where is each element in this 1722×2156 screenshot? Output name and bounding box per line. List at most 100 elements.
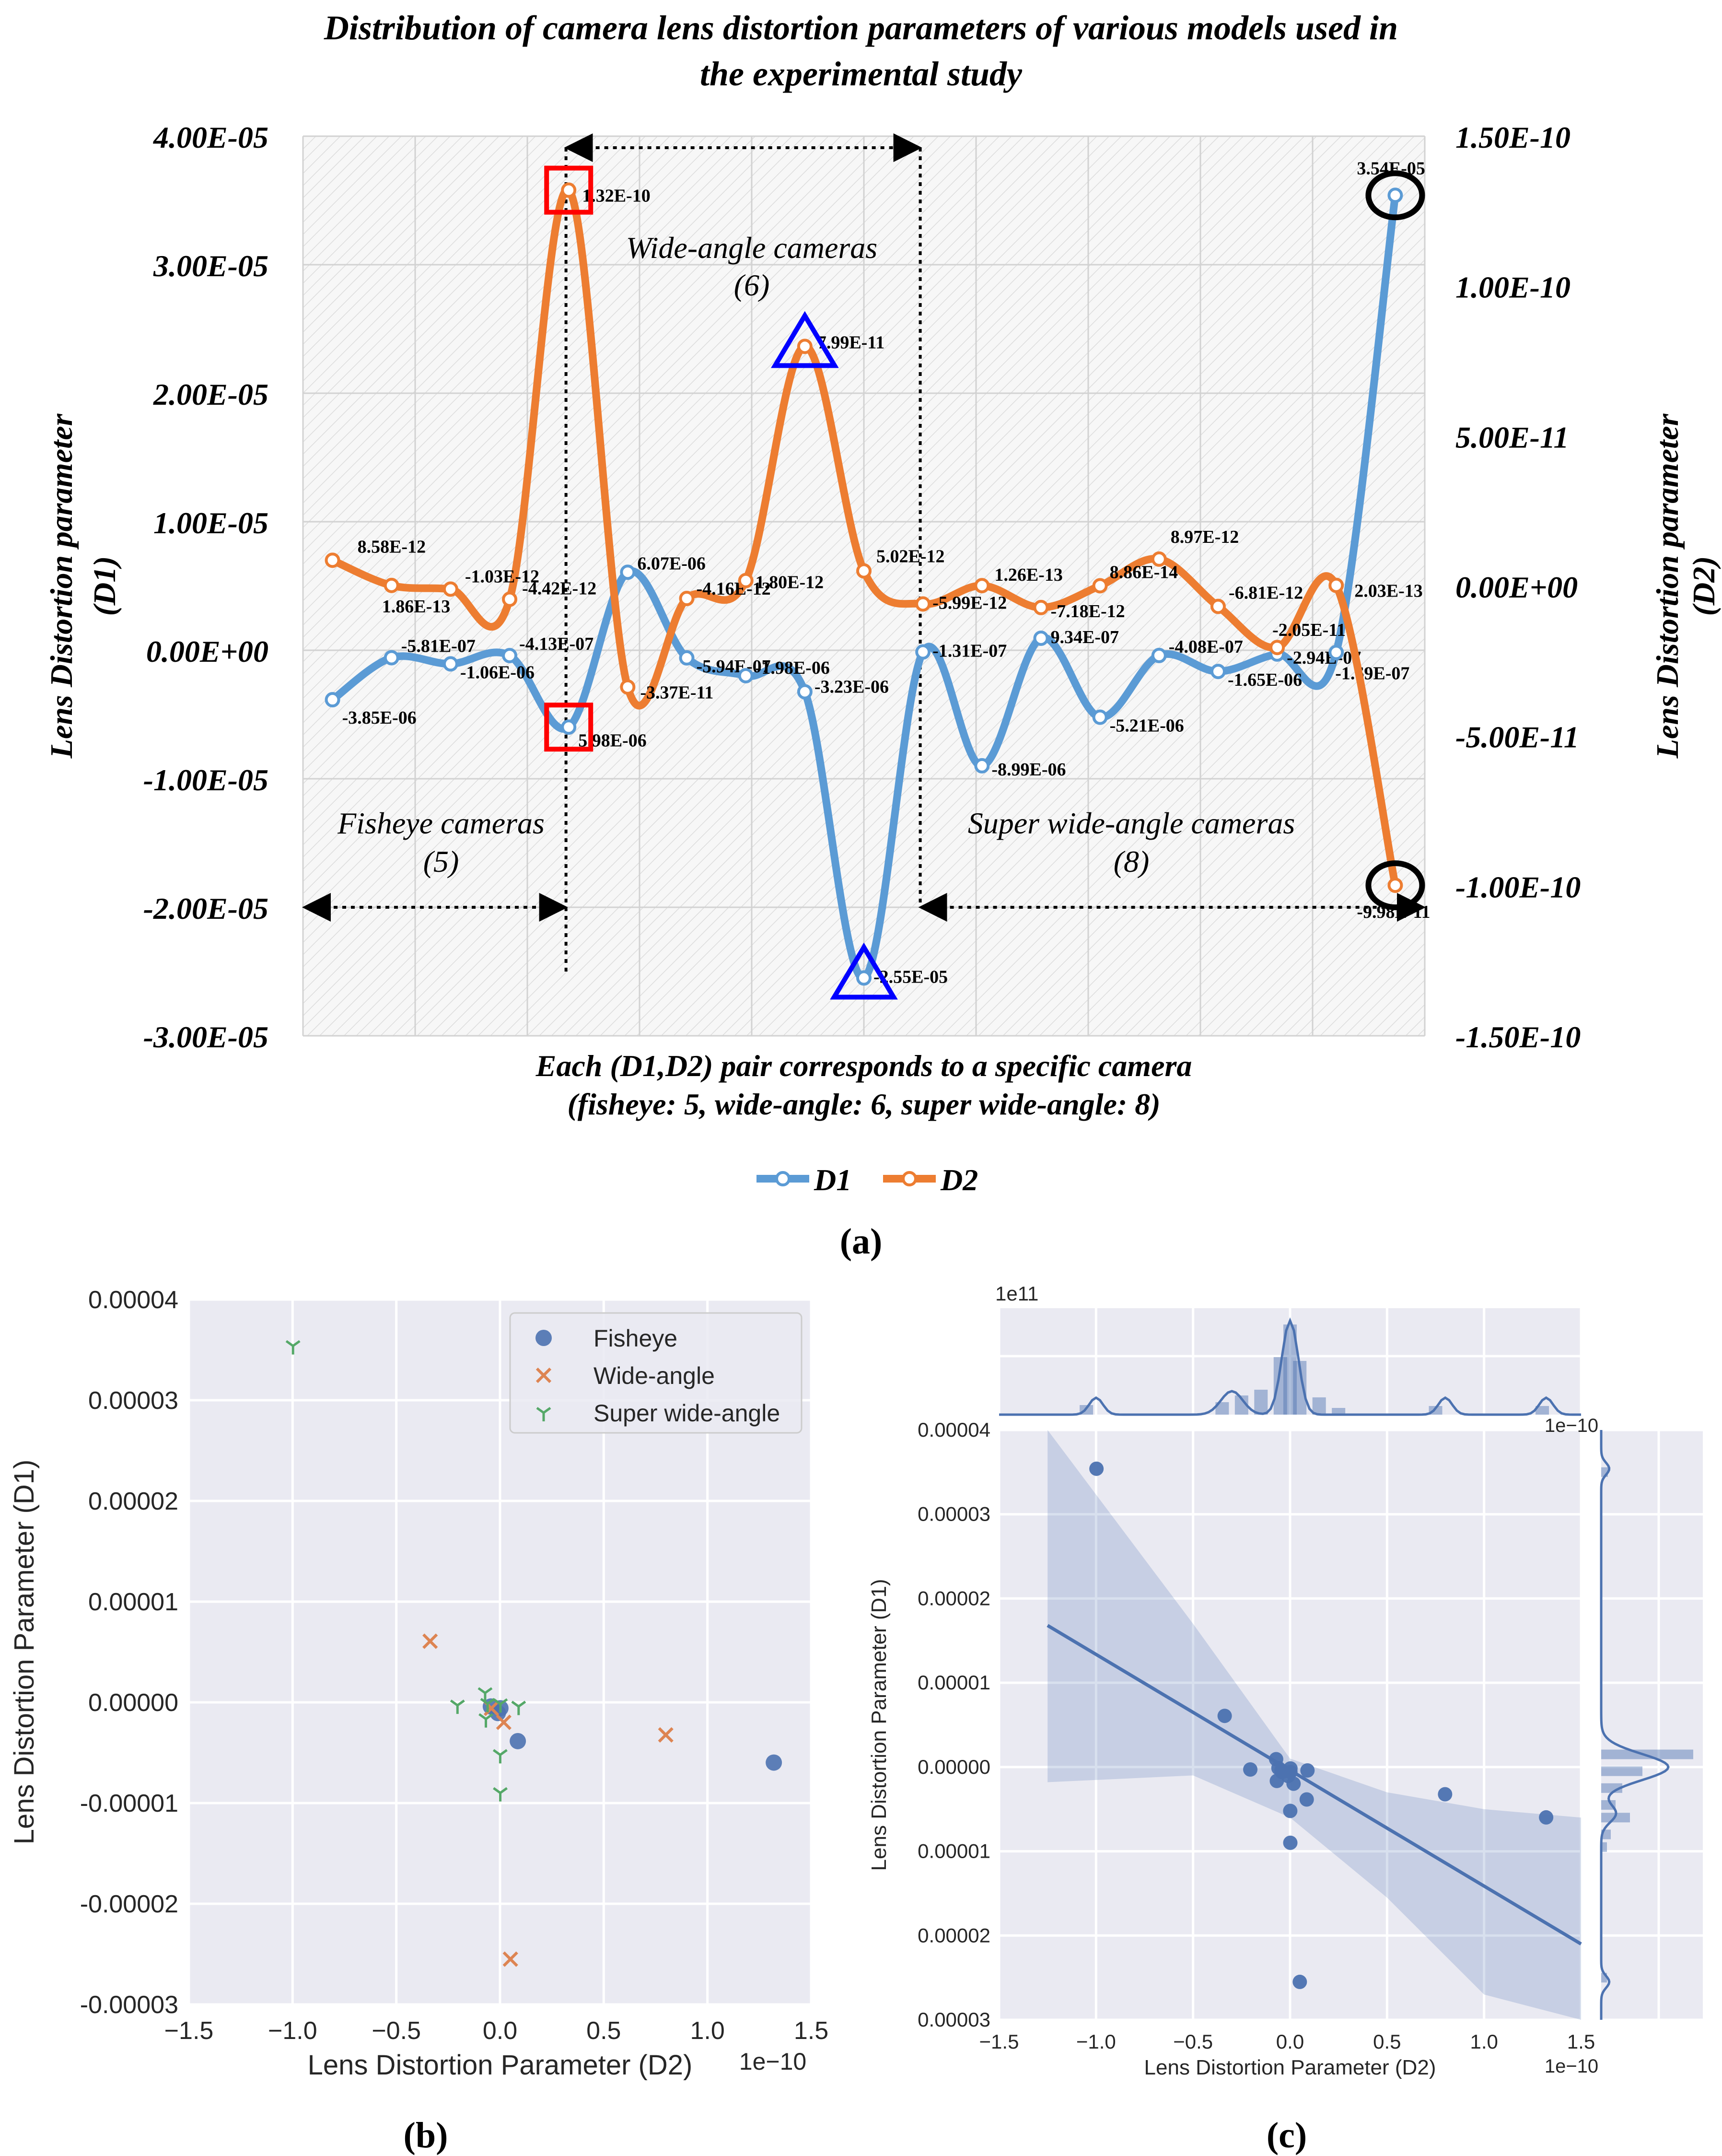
- chart-c-y-tick-label: 0.00003: [918, 1503, 990, 1525]
- chart-b-legend-box: [509, 1312, 803, 1434]
- chart-c-y-tick-label: 0.00003: [918, 2008, 990, 2031]
- chart-c-point: [1300, 1763, 1315, 1778]
- chart-c-regression-line: [1047, 1624, 1582, 1945]
- chart-b-point-super-wide-angle: [493, 1787, 508, 1802]
- chart-a-point-d1: [915, 644, 931, 660]
- chart-b-point-super-wide-angle: [478, 1713, 493, 1728]
- panel-label-a: (a): [840, 1221, 883, 1262]
- chart-c-point: [1269, 1773, 1284, 1788]
- chart-a-point-d2: [679, 591, 695, 607]
- chart-b-x-tick-label: 0.0: [483, 2017, 517, 2045]
- chart-a-point-d2: [915, 596, 931, 612]
- chart-a-legend-marker-d2: [902, 1171, 917, 1186]
- chart-a-group-name: Wide-angle cameras: [626, 231, 877, 265]
- chart-a-highlight-circle: [1365, 860, 1425, 911]
- chart-c-y-tick-label: 0.00001: [918, 1840, 990, 1863]
- chart-a-data-label-d1: -2.94E-07: [1287, 648, 1361, 668]
- chart-a-data-label-d1: -4.08E-07: [1169, 637, 1243, 657]
- chart-a-point-d1: [856, 970, 872, 986]
- chart-a-group-count: (8): [1114, 844, 1150, 879]
- chart-b-y-tick-label: 0.00001: [88, 1588, 178, 1616]
- chart-a-left-tick-label: 4.00E-05: [153, 120, 268, 154]
- chart-a-point-d2: [1328, 577, 1344, 593]
- chart-c-point: [1286, 1776, 1301, 1791]
- chart-a-data-label-d2: 8.97E-12: [1171, 527, 1239, 547]
- chart-c-point: [1089, 1461, 1104, 1476]
- chart-a-data-label-d1: 6.07E-06: [637, 553, 706, 574]
- chart-a-data-label-d1: -1.06E-06: [460, 662, 535, 682]
- chart-c-x-tick-label: 0.0: [1276, 2030, 1304, 2053]
- chart-c-point: [1292, 1974, 1307, 1989]
- panel-c: −1.5 −1.0 −0.5 0.0 0.5 1.0 1.5 0.00004 0.00003 0.…: [867, 1282, 1703, 2156]
- chart-a-highlight-triangle: [830, 942, 898, 1000]
- chart-a-data-label-d1: -1.65E-06: [1228, 670, 1302, 690]
- chart-b-y-tick-label: 0.00003: [88, 1387, 178, 1415]
- chart-a-left-axis: 4.00E-05 3.00E-05 2.00E-05 1.00E-05 0.00E+00…: [143, 120, 268, 1054]
- chart-c-top-marginal-bar: [1312, 1397, 1326, 1415]
- chart-a-point-d2: [1151, 551, 1167, 567]
- chart-b-x-tick-label: 1.0: [690, 2017, 725, 2045]
- chart-c-top-offset-text: 1e−10: [1545, 1415, 1598, 1436]
- chart-a-point-d1: [1033, 630, 1049, 646]
- chart-a-data-label-d2: 5.02E-12: [876, 547, 945, 567]
- chart-c-right-marginal-bar: [1601, 1800, 1616, 1810]
- chart-c-x-tick-label: −1.0: [1076, 2030, 1116, 2053]
- chart-b-legend-label: Fisheye: [593, 1325, 677, 1352]
- chart-b-point-wide-angle: [502, 1951, 518, 1967]
- chart-a-point-d1: [797, 684, 813, 700]
- chart-b-point-super-wide-angle: [477, 1687, 493, 1702]
- chart-b-ylabel: Lens Distortion Parameter (D1): [9, 1460, 40, 1845]
- chart-a-right-tick-label: -5.00E-11: [1455, 720, 1579, 754]
- panel-a: Distribution of camera lens distortion p…: [44, 9, 1722, 1262]
- chart-c-top-marginal-bar: [1332, 1408, 1346, 1415]
- chart-c-right-marginal-kde: [1600, 1430, 1670, 2020]
- chart-c-right-marginal-area: [1601, 1430, 1703, 2020]
- chart-c-point: [1283, 1835, 1298, 1850]
- chart-a-group-name: Fisheye cameras: [337, 806, 545, 840]
- chart-a-data-label-d1: -1.69E-07: [1335, 664, 1409, 684]
- chart-a-data-label-d1: -5.21E-06: [1110, 716, 1184, 736]
- chart-a-point-d1: [325, 692, 340, 708]
- chart-b-y-tick-label: -0.00002: [80, 1890, 178, 1918]
- chart-c-right-marginal-bar: [1601, 1766, 1642, 1776]
- chart-c-y-tick-label: 0.00000: [918, 1756, 990, 1778]
- chart-a-highlight-triangle: [771, 311, 839, 368]
- chart-a-right-tick-label: -1.00E-10: [1455, 870, 1581, 904]
- chart-a-series-line-d2: [331, 186, 1399, 886]
- chart-b-point-wide-angle: [422, 1633, 438, 1649]
- chart-c-x-tick-label: 1.5: [1567, 2030, 1595, 2053]
- chart-a-point-d2: [797, 339, 813, 354]
- chart-a-highlight-square: [544, 165, 593, 215]
- chart-c-ylabel: Lens Distortion Parameter (D1): [867, 1579, 891, 1871]
- panel-b: −1.5 −1.0 −0.5 0.0 0.5 1.0 1.5 0.00004 0.00003 0.…: [9, 1286, 828, 2156]
- chart-a-point-d1: [502, 648, 518, 664]
- chart-b-x-tick-label: −1.5: [164, 2017, 214, 2045]
- chart-a-highlights: [544, 165, 1425, 1000]
- chart-a-point-d2: [1092, 578, 1108, 594]
- chart-c-confidence-band: [1047, 1430, 1581, 2020]
- chart-c-point: [1217, 1709, 1232, 1723]
- chart-a-point-d2: [738, 573, 754, 588]
- chart-b-point-wide-angle: [658, 1727, 674, 1743]
- chart-a-data-label-d2: 8.58E-12: [358, 537, 426, 557]
- chart-a-data-label-d1: -5.81E-07: [401, 636, 476, 656]
- chart-a-data-label-d2: -4.16E-12: [697, 579, 771, 599]
- chart-a-data-label-d1: -3.85E-06: [342, 708, 417, 728]
- chart-b-x-tick-label: 1.5: [794, 2017, 828, 2045]
- chart-a-point-d1: [738, 668, 754, 684]
- chart-a-data-label-d2: -1.03E-12: [465, 566, 539, 586]
- chart-b-x-tick-label: −1.0: [268, 2017, 317, 2045]
- chart-a-point-d1: [1210, 664, 1226, 680]
- chart-a-point-d1: [974, 758, 990, 773]
- chart-a-data-label-d2: -4.42E-12: [522, 579, 596, 599]
- chart-a-left-tick-label: -1.00E-05: [143, 763, 268, 797]
- chart-a-right-tick-label: 5.00E-11: [1455, 420, 1569, 454]
- chart-a-data-label-d2: -3.37E-11: [640, 683, 713, 703]
- chart-a-right-tick-label: 1.50E-10: [1455, 120, 1571, 154]
- chart-a-highlight-circle: [1365, 170, 1425, 221]
- chart-b-point-fisheye: [510, 1733, 526, 1749]
- chart-b-point-super-wide-angle: [493, 1698, 508, 1713]
- chart-a-legend-label-d2: D2: [940, 1163, 978, 1197]
- chart-a-data-label-d2: 1.80E-12: [756, 573, 824, 593]
- chart-a-left-ylabel-line2: (D1): [87, 556, 122, 616]
